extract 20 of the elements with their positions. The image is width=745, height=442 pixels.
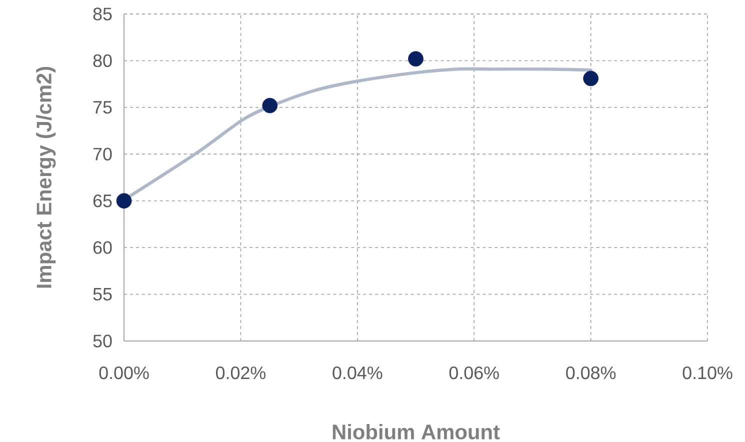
y-tick-label: 80 — [93, 54, 112, 68]
x-tick-label: 0.10% — [682, 366, 732, 380]
x-tick-label: 0.08% — [566, 366, 616, 380]
x-tick-label: 0.00% — [99, 366, 149, 380]
point — [583, 70, 598, 86]
y-tick-label: 75 — [93, 101, 112, 114]
point — [262, 98, 278, 114]
y-tick-label: 55 — [93, 288, 112, 301]
x-axis-title: Niobium Amount — [332, 424, 500, 440]
y-tick-label: 70 — [93, 148, 112, 160]
x-tick-label: 0.06% — [449, 366, 499, 380]
y-axis-title: Impact Energy (J/cm2) — [36, 66, 56, 288]
y-tick-label: 85 — [93, 8, 112, 20]
y-tick-label: 50 — [93, 334, 112, 348]
point — [116, 193, 132, 209]
x-tick-label: 0.02% — [216, 366, 266, 380]
x-tick-label: 0.04% — [332, 366, 382, 380]
y-tick-label: 60 — [93, 241, 112, 254]
y-tick-label: 65 — [93, 194, 112, 208]
point — [408, 51, 424, 67]
